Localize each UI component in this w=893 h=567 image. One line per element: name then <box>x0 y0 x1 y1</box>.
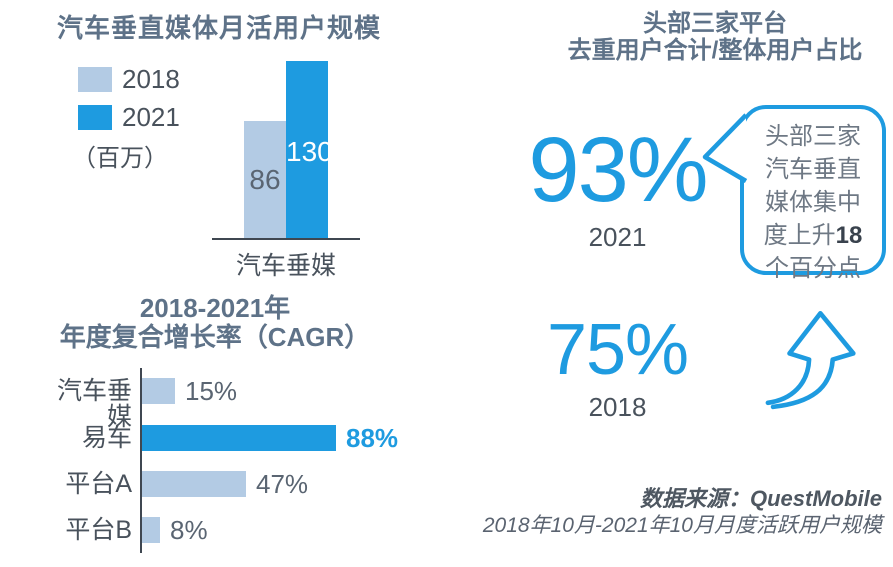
category-label: 汽车垂媒 <box>235 252 336 280</box>
cagr-chart-title: 2018-2021年 年度复合增长率（CAGR） <box>30 294 400 352</box>
growth-arrow-icon <box>765 310 856 410</box>
callout-text-pre: 头部三家汽车垂直媒体集中度上升 <box>763 123 861 249</box>
bar-2018 <box>244 121 286 239</box>
stat-2021-year: 2021 <box>588 222 647 252</box>
cagr-bar <box>142 471 246 497</box>
stat-2018-year: 2018 <box>588 392 647 422</box>
cagr-category: 汽车垂媒 <box>56 377 132 431</box>
cagr-bar <box>142 425 336 451</box>
legend-label-2021: 2021 <box>122 102 180 132</box>
cagr-value: 8% <box>170 515 208 545</box>
cagr-bar <box>142 517 160 543</box>
mau-chart-title: 汽车垂直媒体月活用户规模 <box>57 13 382 43</box>
right-panel-title: 头部三家平台 去重用户合计/整体用户占比 <box>520 10 893 64</box>
cagr-category: 平台A <box>65 470 132 498</box>
x-axis-line <box>212 238 360 240</box>
bar-2021 <box>286 61 328 239</box>
cagr-value: 88% <box>346 423 399 453</box>
legend-swatch-2021 <box>78 105 112 130</box>
bar-value-2021: 130 <box>286 136 333 167</box>
unit-label: （百万） <box>72 145 168 172</box>
cagr-row: 平台B 8% <box>40 517 460 543</box>
callout-text: 头部三家汽车垂直媒体集中度上升18 个百分点 <box>744 109 882 296</box>
legend-label-2018: 2018 <box>122 64 180 94</box>
cagr-value: 15% <box>185 376 238 406</box>
cagr-category: 易车 <box>81 424 132 452</box>
cagr-value: 47% <box>256 469 309 499</box>
cagr-row: 平台A 47% <box>40 471 460 497</box>
right-title-line2: 去重用户合计/整体用户占比 <box>567 37 863 64</box>
cagr-title-line2: 年度复合增长率（CAGR） <box>59 322 371 352</box>
callout-text-post: 个百分点 <box>765 255 861 282</box>
bar-value-2018: 86 <box>249 164 281 195</box>
cagr-category: 平台B <box>65 516 132 544</box>
callout-text-bold: 18 <box>835 222 863 249</box>
stat-2021-value: 93% <box>528 119 708 221</box>
stat-2018-value: 75% <box>546 310 689 390</box>
cagr-row: 汽车垂媒 15% <box>40 376 460 430</box>
cagr-bar <box>142 378 175 404</box>
callout-bubble: 头部三家汽车垂直媒体集中度上升18 个百分点 <box>740 105 886 282</box>
callout-tail <box>702 113 748 183</box>
right-title-line1: 头部三家平台 <box>643 10 787 37</box>
cagr-row: 易车 88% <box>40 425 460 451</box>
source-line1: 数据来源：QuestMobile <box>639 486 882 511</box>
cagr-title-line1: 2018-2021年 <box>139 293 291 323</box>
y-axis-line <box>140 368 142 553</box>
legend-swatch-2018 <box>78 67 112 92</box>
source-line2: 2018年10月-2021年10月月度活跃用户规模 <box>482 514 882 537</box>
